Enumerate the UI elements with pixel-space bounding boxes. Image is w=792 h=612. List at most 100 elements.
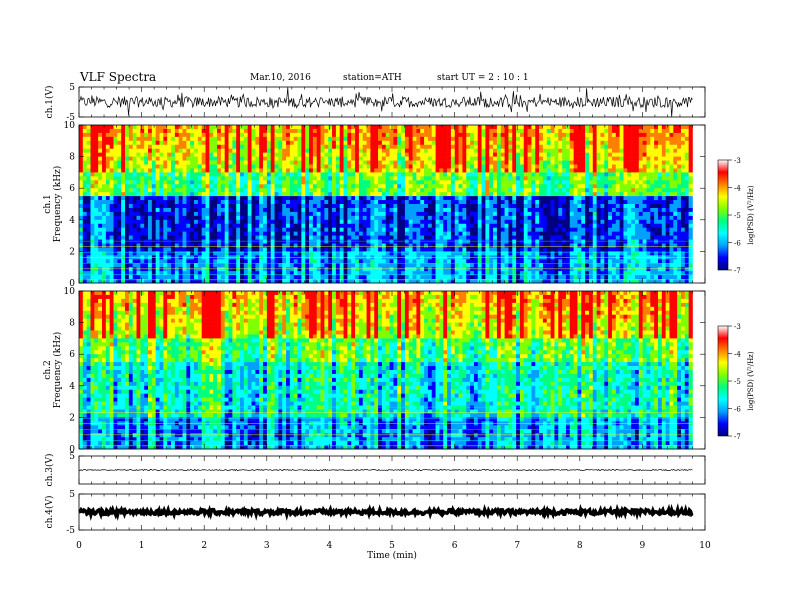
- heatmap-cell: [366, 231, 371, 236]
- heatmap-cell: [366, 211, 371, 217]
- heatmap-cell: [462, 140, 467, 146]
- heatmap-cell: [289, 263, 295, 268]
- heatmap-cell: [404, 207, 410, 213]
- heatmap-cell: [454, 125, 459, 130]
- heatmap-cell: [197, 132, 202, 138]
- heatmap-cell: [232, 235, 237, 240]
- heatmap-cell: [197, 196, 202, 201]
- heatmap-cell: [255, 176, 260, 181]
- heatmap-cell: [121, 227, 126, 232]
- heatmap-cell: [404, 176, 410, 181]
- heatmap-cell: [481, 176, 486, 181]
- heatmap-cell: [389, 136, 394, 142]
- heatmap-cell: [454, 156, 459, 161]
- heatmap-cell: [389, 207, 394, 213]
- heatmap-cell: [140, 140, 145, 146]
- heatmap-cell: [512, 247, 517, 252]
- heatmap-cell: [420, 188, 425, 193]
- heatmap-cell: [412, 200, 417, 205]
- heatmap-cell: [201, 192, 206, 197]
- heatmap-cell: [328, 204, 333, 209]
- heatmap-cell: [144, 207, 149, 213]
- heatmap-cell: [266, 125, 272, 130]
- heatmap-cell: [420, 243, 425, 248]
- heatmap-cell: [493, 247, 498, 252]
- heatmap-cell: [462, 152, 467, 157]
- heatmap-cell: [477, 136, 482, 142]
- heatmap-cell: [404, 259, 410, 264]
- heatmap-cell: [324, 247, 329, 252]
- heatmap-cell: [473, 188, 479, 193]
- heatmap-cell: [450, 275, 456, 280]
- heatmap-cell: [542, 176, 548, 181]
- heatmap-cell: [151, 271, 156, 276]
- heatmap-cell: [301, 176, 306, 181]
- heatmap-cell: [182, 156, 187, 161]
- heatmap-cell: [328, 144, 333, 149]
- heatmap-cell: [293, 196, 298, 201]
- heatmap-cell: [489, 192, 494, 197]
- heatmap-cell: [447, 172, 452, 177]
- heatmap-cell: [531, 275, 536, 280]
- heatmap-cell: [504, 231, 509, 236]
- heatmap-cell: [355, 204, 360, 209]
- heatmap-cell: [297, 275, 302, 280]
- heatmap-cell: [240, 156, 245, 161]
- heatmap-cell: [362, 136, 367, 142]
- heatmap-cell: [155, 251, 160, 256]
- heatmap-cell: [439, 251, 444, 256]
- heatmap-cell: [140, 176, 145, 181]
- heatmap-cell: [213, 156, 218, 161]
- heatmap-cell: [309, 211, 314, 217]
- heatmap-cell: [289, 176, 295, 181]
- heatmap-cell: [190, 164, 195, 169]
- heatmap-cell: [366, 148, 371, 153]
- heatmap-cell: [512, 188, 517, 193]
- heatmap-cell: [240, 251, 245, 256]
- heatmap-cell: [523, 259, 528, 264]
- heatmap-cell: [381, 215, 387, 221]
- heatmap-cell: [94, 263, 99, 268]
- heatmap-cell: [217, 168, 222, 173]
- heatmap-cell: [171, 239, 176, 244]
- heatmap-cell: [343, 140, 348, 146]
- heatmap-cell: [328, 227, 333, 232]
- heatmap-cell: [293, 164, 298, 169]
- heatmap-cell: [535, 160, 540, 165]
- heatmap-cell: [500, 128, 505, 134]
- heatmap-cell: [458, 235, 463, 240]
- heatmap-cell: [481, 227, 486, 232]
- heatmap-cell: [397, 204, 402, 209]
- heatmap-cell: [374, 140, 379, 146]
- heatmap-cell: [305, 180, 310, 185]
- heatmap-cell: [527, 148, 532, 153]
- heatmap-cell: [128, 156, 133, 161]
- heatmap-cell: [312, 176, 318, 181]
- heatmap-cell: [535, 136, 540, 142]
- heatmap-cell: [293, 239, 298, 244]
- heatmap-cell: [378, 263, 383, 268]
- heatmap-cell: [182, 168, 187, 173]
- heatmap-cell: [404, 192, 410, 197]
- heatmap-cell: [121, 144, 126, 149]
- heatmap-cell: [393, 247, 398, 252]
- heatmap-cell: [301, 271, 306, 276]
- heatmap-cell: [205, 168, 210, 173]
- heatmap-cell: [309, 168, 314, 173]
- heatmap-cell: [420, 227, 425, 232]
- heatmap-cell: [228, 215, 233, 221]
- heatmap-cell: [228, 152, 233, 157]
- heatmap-cell: [332, 152, 337, 157]
- heatmap-cell: [519, 204, 525, 209]
- heatmap-cell: [132, 243, 137, 248]
- heatmap-cell: [121, 239, 126, 244]
- heatmap-cell: [109, 239, 114, 244]
- heatmap-cell: [125, 219, 130, 225]
- heatmap-cell: [454, 132, 459, 138]
- heatmap-cell: [332, 144, 337, 149]
- heatmap-cell: [136, 180, 141, 185]
- heatmap-cell: [274, 211, 279, 217]
- heatmap-cell: [236, 188, 241, 193]
- heatmap-cell: [132, 271, 137, 276]
- heatmap-cell: [213, 279, 218, 284]
